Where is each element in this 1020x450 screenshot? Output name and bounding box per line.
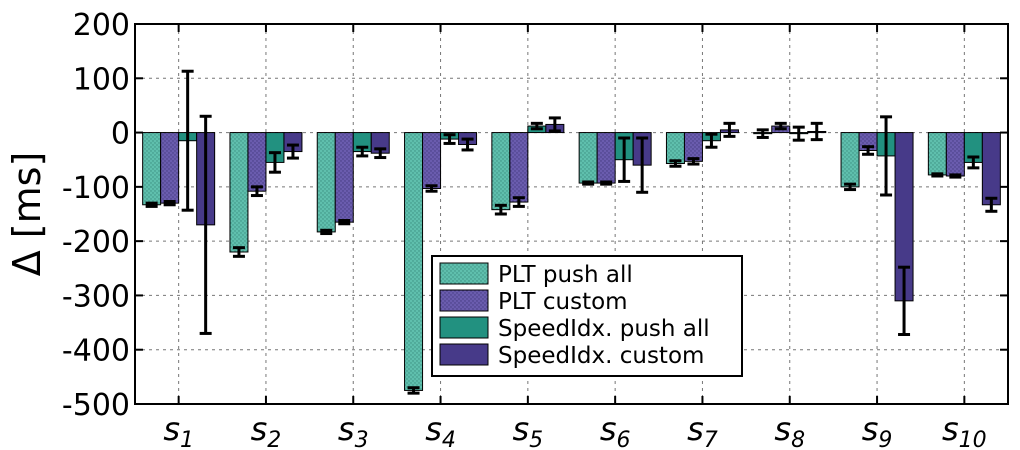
x-tick-label: s2 (251, 410, 282, 450)
x-tick-label-subscript: 6 (616, 428, 630, 450)
legend-swatch (439, 289, 489, 312)
bar (509, 132, 529, 203)
error-bars (145, 69, 998, 395)
x-tick-label-subscript: 1 (180, 428, 194, 450)
x-tick-label-base: s (942, 410, 959, 448)
x-tick-label-base: s (163, 410, 180, 448)
x-tick-label-subscript: 2 (267, 428, 281, 450)
bar (422, 132, 442, 189)
bar (665, 132, 685, 165)
x-tick-label-base: s (251, 410, 268, 448)
x-tick-label: s10 (942, 410, 987, 450)
bar (229, 132, 249, 253)
bar (945, 132, 965, 177)
x-tick-label: s6 (600, 410, 631, 450)
legend-label: PLT push all (498, 262, 633, 288)
x-tick-label-subscript: 5 (529, 428, 543, 450)
plot-frame (134, 23, 1009, 405)
x-tick-label-subscript: 4 (442, 428, 456, 450)
bar (927, 132, 947, 176)
bar (247, 132, 267, 192)
x-tick-label-subscript: 8 (791, 428, 805, 450)
x-tick-label-base: s (862, 410, 879, 448)
x-tick-label-subscript: 3 (355, 428, 369, 450)
legend-label: SpeedIdx. push all (498, 316, 710, 342)
y-axis-title: Δ [ms] (5, 152, 49, 277)
y-tick-label: 0 (111, 117, 130, 152)
x-tick-label: s4 (425, 410, 456, 450)
y-tick-label: -500 (62, 388, 130, 423)
x-tick-label: s5 (513, 410, 544, 450)
x-tick-label: s1 (163, 410, 194, 450)
bar (160, 132, 180, 204)
bar (683, 132, 703, 162)
y-tick-label: -300 (62, 279, 130, 314)
x-tick-label-base: s (513, 410, 530, 448)
bar (840, 132, 860, 188)
bar (981, 132, 1001, 206)
x-tick-label: s3 (338, 410, 369, 450)
y-tick-label: -400 (62, 334, 130, 369)
bar (316, 132, 336, 233)
legend-label: SpeedIdx. custom (498, 343, 704, 369)
bar (491, 132, 511, 211)
x-tick-label-base: s (425, 410, 442, 448)
x-axis: s1 s2 s3 s4 s5 s6 s7 s8 s9 s10 (163, 24, 987, 450)
x-tick-label: s9 (862, 410, 893, 450)
bar (334, 132, 354, 223)
x-tick-label: s7 (687, 410, 718, 450)
legend-swatch (439, 262, 489, 285)
x-tick-label-subscript: 7 (704, 428, 718, 450)
x-tick-label-subscript: 9 (878, 428, 892, 450)
x-tick-label-base: s (774, 410, 791, 448)
bar (404, 132, 424, 391)
y-axis: 200 100 0 -100 -200 -300 -400 -500 (62, 8, 1008, 423)
x-tick-label: s8 (774, 410, 805, 450)
x-tick-label-base: s (687, 410, 704, 448)
legend-label: PLT custom (498, 289, 628, 315)
legend-swatch (439, 343, 489, 366)
y-tick-label: 100 (73, 62, 130, 97)
y-tick-label: 200 (73, 8, 130, 43)
y-tick-label: -200 (62, 225, 130, 260)
x-tick-label-base: s (338, 410, 355, 448)
x-tick-label-subscript: 10 (959, 428, 987, 450)
x-tick-label-base: s (600, 410, 617, 448)
legend-swatch (439, 316, 489, 339)
y-tick-label: -100 (62, 171, 130, 206)
bar (578, 132, 598, 184)
bar (142, 132, 162, 206)
bar (596, 132, 616, 184)
